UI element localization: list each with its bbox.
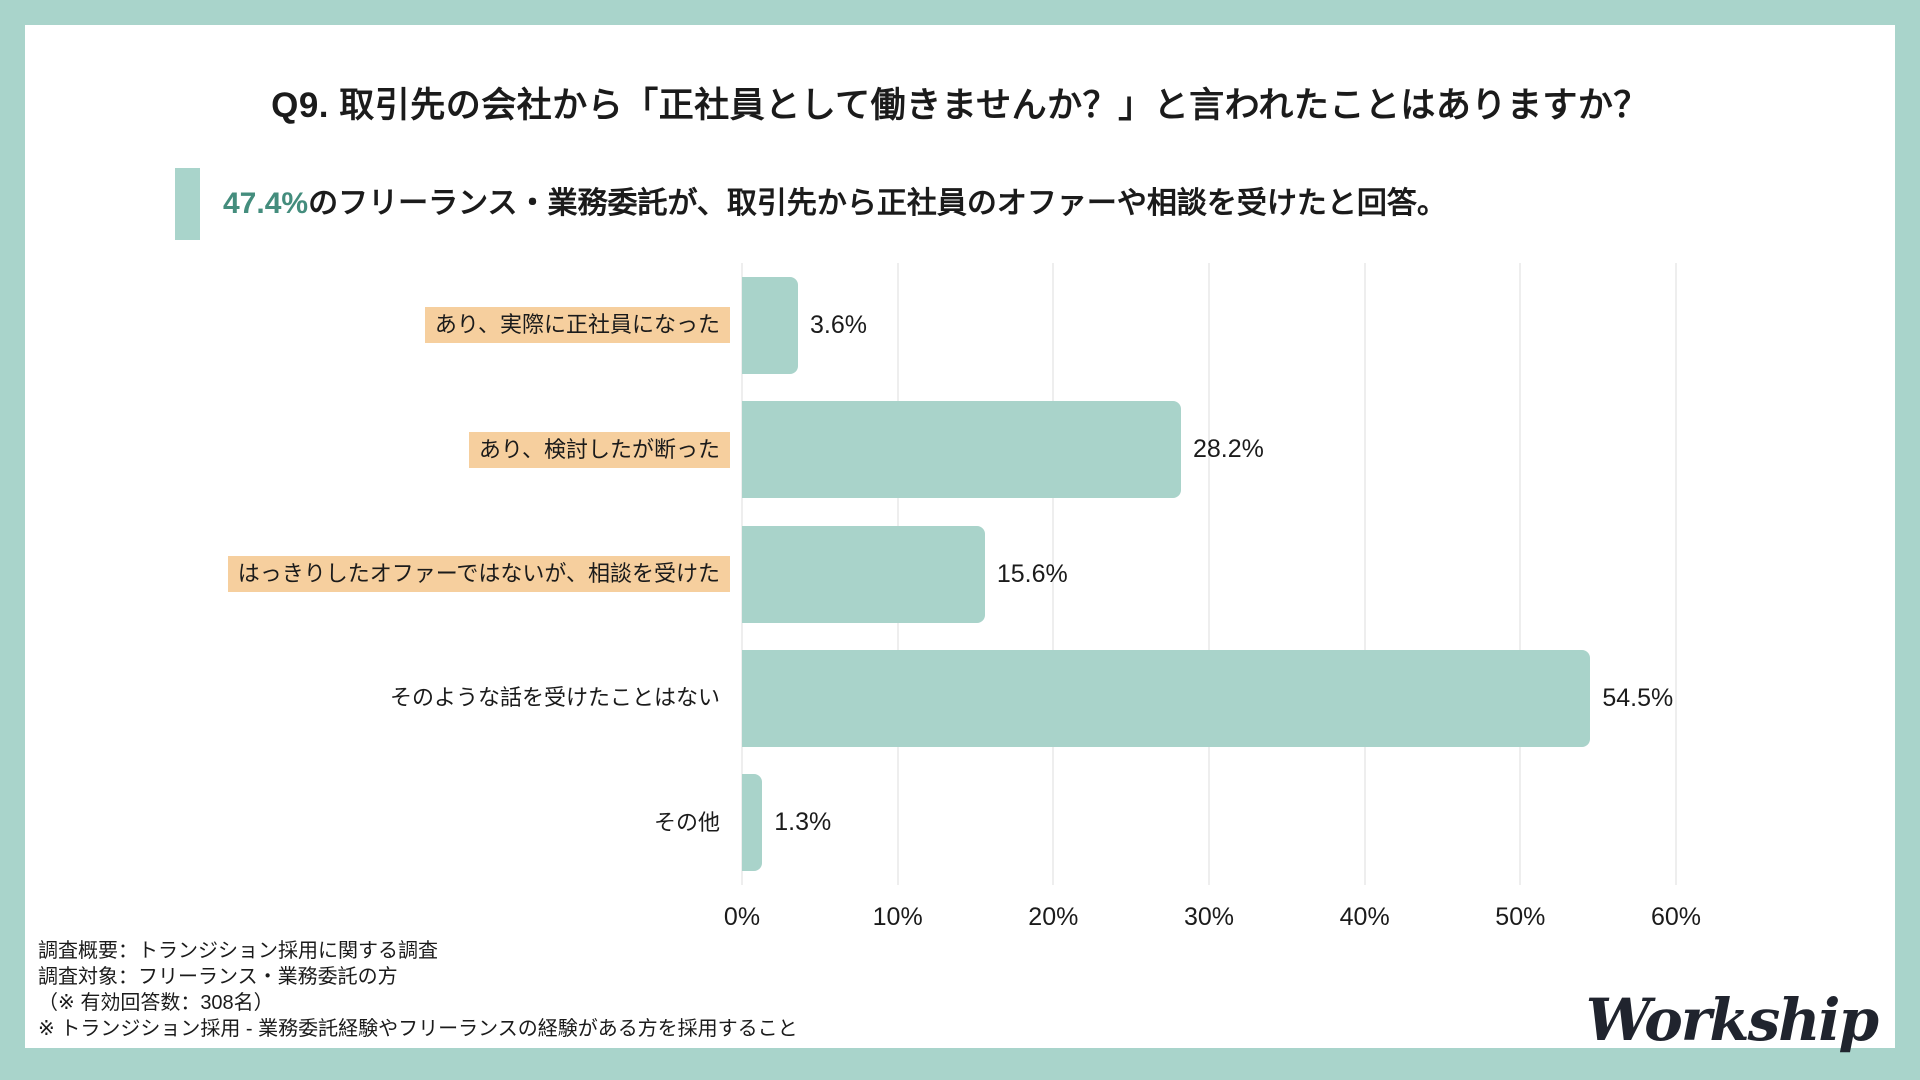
x-axis-tick: 10% [872, 903, 923, 931]
bar-chart: あり、実際に正社員になった 3.6% あり、検討したが断った 28.2% [25, 263, 1677, 885]
x-axis-tick: 20% [1028, 903, 1079, 931]
bar-track: 3.6% [742, 276, 1676, 374]
bar [742, 649, 1591, 747]
category-label: あり、検討したが断った [468, 431, 730, 468]
bar [742, 774, 763, 872]
category-label: あり、実際に正社員になった [424, 307, 730, 344]
category-cell: その他 [25, 805, 742, 841]
subtitle-rest: のフリーランス・業務委託が、取引先から正社員のオファーや相談を受けたと回答。 [308, 187, 1447, 220]
bar-row: はっきりしたオファーではないが、相談を受けた 15.6% [25, 512, 1676, 636]
category-cell: そのような話を受けたことはない [25, 680, 742, 716]
bar-row: あり、検討したが断った 28.2% [25, 387, 1676, 511]
x-axis: 0% 10% 20% 30% 40% 50% 60% [724, 903, 1701, 937]
subtitle-text: 47.4%のフリーランス・業務委託が、取引先から正社員のオファーや相談を受けたと… [223, 186, 1447, 222]
survey-note-line: ※ トランジション採用 - 業務委託経験やフリーランスの経験がある方を採用するこ… [38, 1018, 798, 1040]
category-cell: はっきりしたオファーではないが、相談を受けた [25, 556, 742, 593]
category-cell: あり、検討したが断った [25, 431, 742, 468]
gridline [1208, 263, 1210, 885]
x-axis-tick: 0% [723, 903, 761, 931]
page-title: Q9. 取引先の会社から「正社員として働きませんか？」と言われたことはありますか… [271, 86, 1649, 125]
subtitle-block: 47.4%のフリーランス・業務委託が、取引先から正社員のオファーや相談を受けたと… [175, 168, 1447, 240]
workship-logo: Workship [1585, 986, 1879, 1054]
category-label: その他 [653, 809, 720, 835]
bar-row: その他 1.3% [25, 761, 1676, 885]
x-axis-tick: 50% [1495, 903, 1546, 931]
bar-track: 15.6% [742, 525, 1676, 623]
value-label: 3.6% [810, 310, 868, 339]
bar [742, 525, 985, 623]
bar-track: 54.5% [742, 649, 1676, 747]
survey-note-line: （※ 有効回答数：308名） [38, 992, 274, 1014]
gridline [1052, 263, 1054, 885]
value-label: 54.5% [1602, 683, 1674, 712]
x-axis-tick: 40% [1339, 903, 1390, 931]
chart-card: Q9. 取引先の会社から「正社員として働きませんか？」と言われたことはありますか… [25, 25, 1895, 1054]
x-axis-tick: 60% [1650, 903, 1702, 931]
value-label: 1.3% [774, 808, 832, 837]
gridline [1675, 263, 1677, 885]
bar-track: 28.2% [742, 401, 1676, 499]
bar-track: 1.3% [742, 774, 1676, 872]
survey-notes: 調査概要：トランジション採用に関する調査 調査対象：フリーランス・業務委託の方 … [38, 938, 798, 1042]
survey-note-line: 調査概要：トランジション採用に関する調査 [38, 940, 438, 962]
gridline [1519, 263, 1521, 885]
bar-row: あり、実際に正社員になった 3.6% [25, 263, 1676, 387]
bar-rows: あり、実際に正社員になった 3.6% あり、検討したが断った 28.2% [25, 263, 1676, 885]
value-label: 28.2% [1192, 435, 1264, 464]
gridline [1364, 263, 1366, 885]
bar [742, 276, 799, 374]
category-label: はっきりしたオファーではないが、相談を受けた [227, 556, 730, 593]
x-axis-tick: 30% [1183, 903, 1235, 931]
bar-row: そのような話を受けたことはない 54.5% [25, 636, 1676, 760]
bar [742, 401, 1181, 499]
survey-note-line: 調査対象：フリーランス・業務委託の方 [38, 966, 398, 988]
value-label: 15.6% [996, 559, 1068, 588]
subtitle-accent-bar [175, 168, 200, 240]
category-label: そのような話を受けたことはない [389, 685, 720, 711]
category-cell: あり、実際に正社員になった [25, 307, 742, 344]
subtitle-highlight-value: 47.4% [223, 187, 309, 220]
